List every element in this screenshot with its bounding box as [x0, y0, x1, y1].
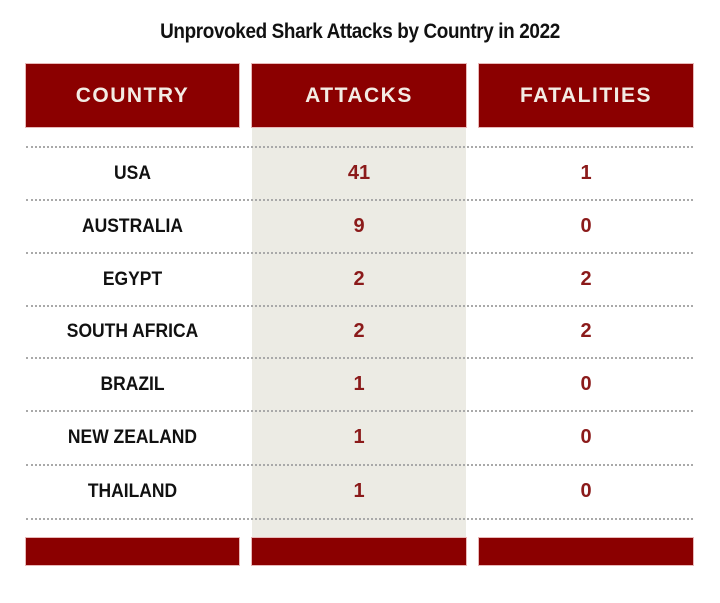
table-row: USA 41 1: [0, 147, 720, 200]
attacks-cell: 41: [347, 162, 371, 184]
row-divider: [26, 146, 693, 148]
table-row: BRAZIL 1 0: [0, 358, 720, 411]
table-row: THAILAND 1 0: [0, 465, 720, 518]
country-cell: SOUTH AFRICA: [66, 320, 199, 342]
footer-bar-country: [26, 538, 239, 565]
country-cell: BRAZIL: [100, 373, 165, 395]
footer-bar-fatalities: [479, 538, 693, 565]
table-row: EGYPT 2 2: [0, 253, 720, 306]
table-row: SOUTH AFRICA 2 2: [0, 305, 720, 358]
fatalities-cell: 1: [580, 162, 592, 184]
footer-bar-attacks: [252, 538, 466, 565]
header-attacks: ATTACKS: [252, 64, 466, 127]
chart-title: Unprovoked Shark Attacks by Country in 2…: [160, 20, 560, 43]
table-row: NEW ZEALAND 1 0: [0, 411, 720, 464]
fatalities-cell: 0: [580, 480, 592, 502]
attacks-cell: 9: [353, 215, 365, 237]
country-cell: USA: [114, 162, 151, 184]
table-row: AUSTRALIA 9 0: [0, 200, 720, 253]
attacks-cell: 1: [353, 373, 365, 395]
fatalities-cell: 0: [580, 426, 592, 448]
row-divider: [26, 357, 693, 359]
fatalities-cell: 2: [580, 268, 592, 290]
country-cell: THAILAND: [87, 480, 178, 502]
country-cell: AUSTRALIA: [82, 215, 183, 237]
attacks-cell: 1: [353, 426, 365, 448]
attacks-column-highlight: [252, 127, 466, 538]
row-divider: [26, 410, 693, 412]
row-divider: [26, 518, 693, 520]
country-cell: EGYPT: [102, 268, 163, 290]
row-divider: [26, 252, 693, 254]
row-divider: [26, 305, 693, 307]
fatalities-cell: 0: [580, 373, 592, 395]
header-fatalities: FATALITIES: [479, 64, 693, 127]
country-cell: NEW ZEALAND: [67, 426, 198, 448]
attacks-cell: 1: [353, 480, 365, 502]
fatalities-cell: 0: [580, 215, 592, 237]
attacks-cell: 2: [353, 320, 365, 342]
header-country: COUNTRY: [26, 64, 239, 127]
attacks-cell: 2: [353, 268, 365, 290]
fatalities-cell: 2: [580, 320, 592, 342]
row-divider: [26, 199, 693, 201]
row-divider: [26, 464, 693, 466]
